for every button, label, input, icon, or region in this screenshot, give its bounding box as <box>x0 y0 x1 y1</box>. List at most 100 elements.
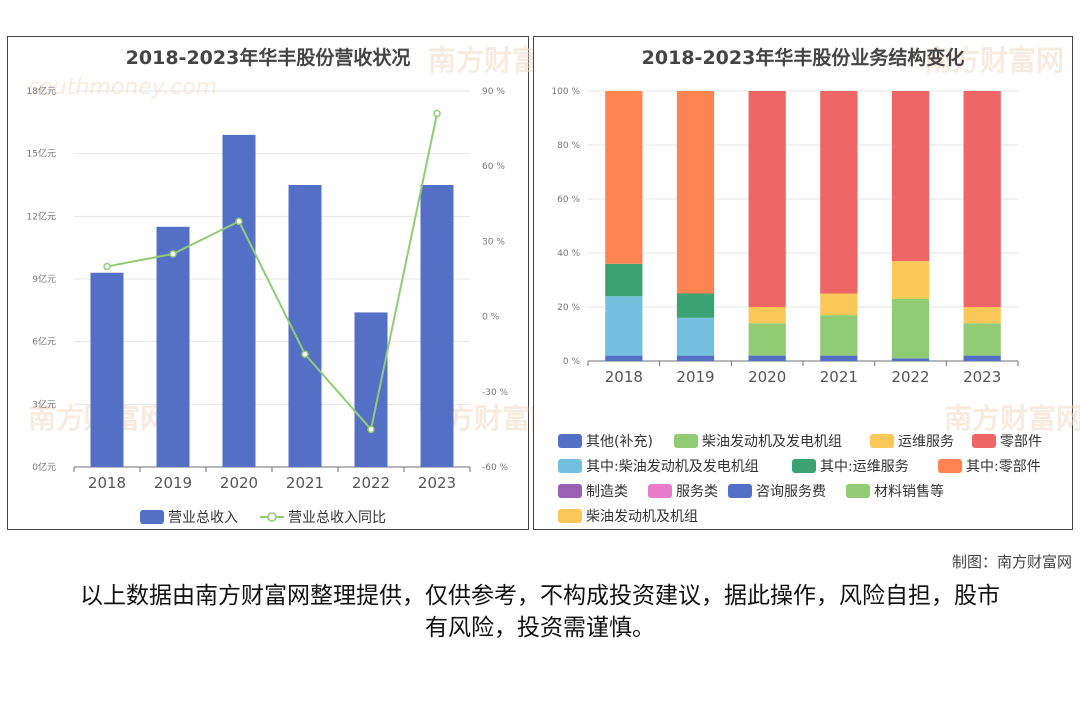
x-tick-label: 2020 <box>220 474 258 492</box>
y-left-tick-label: 6亿元 <box>32 336 56 348</box>
stacked-bar-segment <box>748 323 786 356</box>
structure-chart-svg: 0 % 20 % 40 % 60 % 80 % 100 % 2018 2019 2020 2021… <box>551 87 1042 525</box>
legend-label: 柴油发动机及机组 <box>586 509 698 525</box>
y-left-tick-label: 9亿元 <box>32 273 56 285</box>
stacked-bar-segment <box>891 298 930 359</box>
stacked-bar-segment <box>820 315 858 356</box>
disclaimer-text: 以上数据由南方财富网整理提供，仅供参考，不构成投资建议，据此操作，风险自担，股市… <box>80 583 1000 641</box>
y-right-tick-label: 30 % <box>482 237 505 247</box>
y-tick-label: 0 % <box>563 357 581 367</box>
stacked-bar-segment <box>676 317 715 356</box>
legend-label: 其中:柴油发动机及发电机组 <box>586 459 759 475</box>
stacked-bar-segment <box>676 91 715 294</box>
legend-swatch <box>728 484 752 498</box>
x-tick-label: 2021 <box>286 474 324 492</box>
y-left-tick-label: 15亿元 <box>27 148 56 160</box>
y-right-tick-label: 60 % <box>482 162 505 172</box>
y-tick-label: 40 % <box>557 249 580 259</box>
stacked-bar-segment <box>748 355 786 361</box>
legend-label: 其中:运维服务 <box>820 459 909 475</box>
bar-revenue <box>90 272 124 467</box>
y-right-tick-label: -30 % <box>482 388 509 398</box>
stacked-bar-segment <box>748 91 786 307</box>
legend-label-yoy: 营业总收入同比 <box>288 510 386 526</box>
y-left-tick-label: 3亿元 <box>32 398 56 410</box>
revenue-chart-title: 2018-2023年华丰股份营收状况 <box>125 47 411 69</box>
legend-swatch <box>558 434 582 448</box>
bar-revenue <box>354 312 388 467</box>
y-right-tick-label: 90 % <box>482 87 505 97</box>
legend-label: 其他(补充) <box>586 434 653 450</box>
legend-swatch <box>558 509 582 523</box>
legend-swatch <box>972 434 996 448</box>
legend-swatch <box>648 484 672 498</box>
legend-swatch <box>870 434 894 448</box>
x-tick-label: 2022 <box>891 368 929 386</box>
x-tick-label: 2020 <box>748 368 786 386</box>
stacked-bar-segment <box>605 355 643 361</box>
x-tick-label: 2023 <box>418 474 456 492</box>
point-revenue-yoy <box>433 109 441 118</box>
stacked-bar-segment <box>963 307 1001 324</box>
x-tick-label: 2018 <box>88 474 126 492</box>
point-revenue-yoy <box>301 350 309 358</box>
stacked-bar-segment <box>820 91 858 294</box>
legend-label: 运维服务 <box>898 434 954 450</box>
y-tick-label: 20 % <box>557 303 580 313</box>
chart-credit: 制图：南方财富网 <box>951 553 1072 571</box>
y-left-tick-label: 12亿元 <box>27 210 56 222</box>
point-revenue-yoy <box>235 217 243 226</box>
x-tick-label: 2021 <box>820 368 858 386</box>
legend-label: 咨询服务费 <box>756 484 826 500</box>
legend-label: 制造类 <box>586 484 628 500</box>
legend-swatch <box>558 484 582 498</box>
point-revenue-yoy <box>367 425 375 434</box>
legend-swatch-revenue <box>140 510 164 524</box>
stacked-bar-segment <box>748 307 786 324</box>
stacked-bar-segment <box>605 91 643 264</box>
x-tick-label: 2019 <box>154 474 192 492</box>
y-right-tick-label: -60 % <box>482 463 509 473</box>
stacked-bar-segment <box>605 296 643 356</box>
legend-label: 其中:零部件 <box>966 459 1041 475</box>
stacked-bar-segment <box>963 323 1001 356</box>
x-tick-label: 2019 <box>676 368 714 386</box>
stacked-bar-segment <box>963 91 1001 307</box>
stacked-bar-segment <box>820 355 858 361</box>
structure-chart-title: 2018-2023年华丰股份业务结构变化 <box>641 47 965 69</box>
legend-label: 零部件 <box>1000 434 1042 450</box>
y-tick-label: 100 % <box>551 87 580 97</box>
y-tick-label: 60 % <box>557 195 580 205</box>
legend-swatch-yoy-point <box>267 512 277 522</box>
legend-label: 材料销售等 <box>874 483 944 500</box>
structure-chart-panel: 南方财富网 南方财富网 2018-2023年华丰股份业务结构变化 0 % 20 %… <box>533 36 1080 530</box>
stacked-bar-segment <box>605 263 643 297</box>
bar-revenue <box>156 226 190 467</box>
stacked-bar-segment <box>891 358 930 361</box>
legend-swatch <box>846 484 870 498</box>
legend-swatch <box>674 434 698 448</box>
line-revenue-yoy <box>106 113 438 432</box>
stacked-bar-segment <box>676 293 715 318</box>
stacked-bar-segment <box>891 261 930 299</box>
legend-swatch <box>792 459 816 473</box>
y-tick-label: 80 % <box>557 141 580 151</box>
legend-label: 服务类 <box>676 484 718 500</box>
point-revenue-yoy <box>169 250 177 258</box>
x-tick-label: 2023 <box>963 368 1001 386</box>
stacked-bar-segment <box>676 355 715 361</box>
y-right-tick-label: 0 % <box>482 313 500 323</box>
stacked-bar-segment <box>963 355 1001 361</box>
legend-swatch <box>558 459 582 473</box>
x-tick-label: 2018 <box>605 368 643 386</box>
legend-swatch <box>938 459 962 473</box>
revenue-chart-svg: 0亿元 3亿元 6亿元 9亿元 12亿元 15亿元 18亿元 -60 % -30 % 0 % 30 … <box>27 85 509 526</box>
stacked-bar-segment <box>820 293 858 316</box>
stacked-bar-segment <box>891 91 930 262</box>
legend-label: 柴油发动机及发电机组 <box>702 434 842 450</box>
y-left-tick-label: 18亿元 <box>27 85 56 97</box>
bar-revenue <box>222 134 256 467</box>
point-revenue-yoy <box>103 262 111 271</box>
revenue-chart-panel: 南方财富网 southmoney.com 南方财富网 南方财富网 2018-20… <box>7 36 568 530</box>
x-tick-label: 2022 <box>352 474 390 492</box>
